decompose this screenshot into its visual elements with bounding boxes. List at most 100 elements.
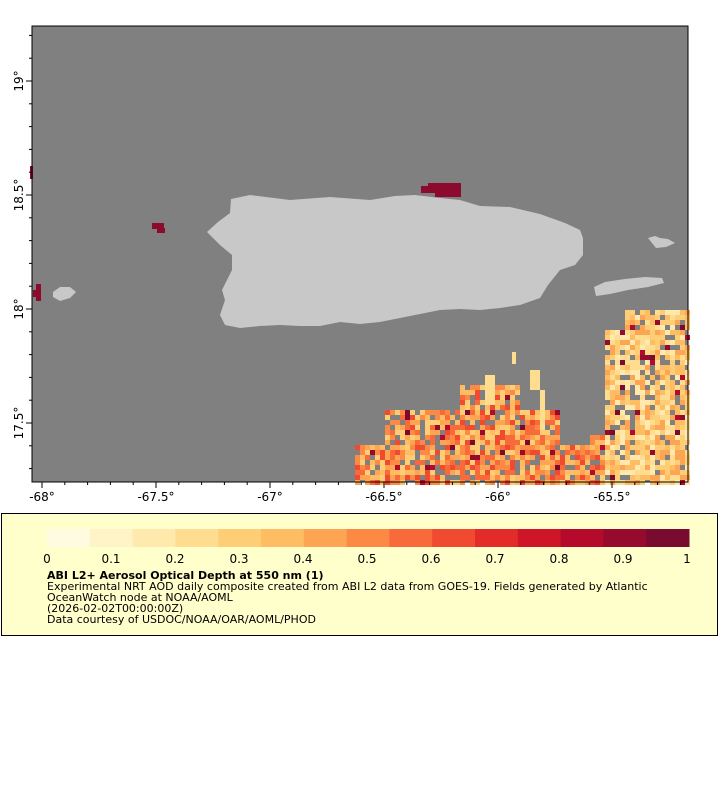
aod-pixel xyxy=(615,400,620,405)
aod-pixel xyxy=(635,375,640,380)
aod-pixel xyxy=(385,475,390,480)
aod-pixel xyxy=(555,435,560,440)
aod-pixel xyxy=(530,475,535,480)
aod-pixel xyxy=(645,390,650,395)
aod-pixel xyxy=(605,445,610,450)
aod-pixel xyxy=(450,435,455,440)
aod-pixel xyxy=(545,430,550,435)
aod-pixel xyxy=(670,475,675,480)
aod-pixel xyxy=(605,415,610,420)
aod-pixel xyxy=(475,470,480,475)
aod-pixel xyxy=(480,415,485,420)
aod-pixel xyxy=(630,365,635,370)
aod-pixel xyxy=(575,465,580,470)
aod-pixel xyxy=(480,470,485,475)
aod-pixel xyxy=(400,435,405,440)
aod-pixel xyxy=(520,410,525,415)
aod-pixel xyxy=(360,455,365,460)
aod-pixel xyxy=(625,310,630,315)
aod-pixel xyxy=(545,450,550,455)
aod-pixel xyxy=(655,385,660,390)
aod-pixel xyxy=(525,425,530,430)
aod-pixel xyxy=(665,445,670,450)
colorbar-tick-label: 0.7 xyxy=(485,552,504,566)
aod-pixel xyxy=(650,460,655,465)
aod-pixel xyxy=(460,445,465,450)
aod-pixel xyxy=(500,390,505,395)
aod-pixel xyxy=(670,470,675,475)
aod-pixel xyxy=(475,410,480,415)
aod-pixel xyxy=(380,475,385,480)
aod-pixel xyxy=(560,460,565,465)
aod-pixel xyxy=(540,445,545,450)
aod-pixel xyxy=(580,450,585,455)
aod-pixel xyxy=(550,475,555,480)
aod-pixel xyxy=(680,470,685,475)
aod-map: -68° -67.5° -67° -66.5° -66° -65.5° 19° … xyxy=(12,25,690,504)
aod-pixel xyxy=(550,460,555,465)
aod-pixel xyxy=(380,460,385,465)
aod-pixel xyxy=(610,365,615,370)
aod-pixel xyxy=(650,440,655,445)
colorbar-labels: 0 0.1 0.2 0.3 0.4 0.5 0.6 0.7 0.8 0.9 1 xyxy=(43,552,691,566)
aod-pixel xyxy=(620,425,625,430)
aod-pixel xyxy=(360,460,365,465)
aod-pixel xyxy=(575,460,580,465)
aod-pixel xyxy=(650,450,655,455)
aod-pixel xyxy=(630,310,635,315)
aod-pixel xyxy=(665,320,670,325)
aod-pixel xyxy=(510,400,515,405)
aod-pixel xyxy=(605,375,610,380)
aod-pixel xyxy=(640,470,645,475)
aod-pixel xyxy=(610,395,615,400)
aod-pixel xyxy=(415,475,420,480)
aod-pixel xyxy=(390,470,395,475)
aod-pixel xyxy=(445,440,450,445)
aod-pixel xyxy=(670,370,675,375)
aod-pixel xyxy=(495,425,500,430)
aod-pixel xyxy=(490,430,495,435)
aod-pixel xyxy=(385,455,390,460)
aod-pixel xyxy=(475,400,480,405)
aod-pixel xyxy=(440,475,445,480)
aod-pixel xyxy=(555,415,560,420)
aod-pixel xyxy=(465,390,470,395)
aod-pixel xyxy=(530,470,535,475)
aod-pixel xyxy=(530,445,535,450)
aod-pixel xyxy=(485,475,490,480)
aod-pixel xyxy=(390,460,395,465)
aod-pixel xyxy=(670,460,675,465)
aod-pixel xyxy=(655,395,660,400)
aod-pixel xyxy=(590,450,595,455)
aod-pixel xyxy=(605,345,610,350)
colorbar-tick-label: 0.3 xyxy=(229,552,248,566)
aod-pixel xyxy=(525,450,530,455)
aod-pixel xyxy=(475,455,480,460)
aod-pixel xyxy=(445,420,450,425)
lat-label: 19° xyxy=(12,70,26,91)
aod-pixel xyxy=(630,465,635,470)
aod-pixel xyxy=(510,455,515,460)
aod-pixel xyxy=(460,390,465,395)
aod-pixel xyxy=(655,445,660,450)
aod-pixel xyxy=(445,455,450,460)
aod-pixel xyxy=(640,390,645,395)
aod-pixel xyxy=(635,470,640,475)
aod-pixel xyxy=(625,385,630,390)
aod-pixel xyxy=(465,405,470,410)
aod-pixel xyxy=(410,420,415,425)
aod-pixel xyxy=(680,325,685,330)
aod-pixel xyxy=(405,440,410,445)
aod-pixel xyxy=(515,440,520,445)
aod-pixel xyxy=(405,470,410,475)
aod-pixel xyxy=(365,470,370,475)
aod-pixel xyxy=(500,465,505,470)
aod-pixel xyxy=(650,320,655,325)
aod-pixel xyxy=(675,365,680,370)
aod-pixel xyxy=(460,385,465,390)
aod-pixel xyxy=(540,435,545,440)
aod-pixel xyxy=(455,465,460,470)
aod-pixel xyxy=(625,380,630,385)
lon-label: -66.5° xyxy=(365,490,402,504)
aod-pixel xyxy=(485,445,490,450)
